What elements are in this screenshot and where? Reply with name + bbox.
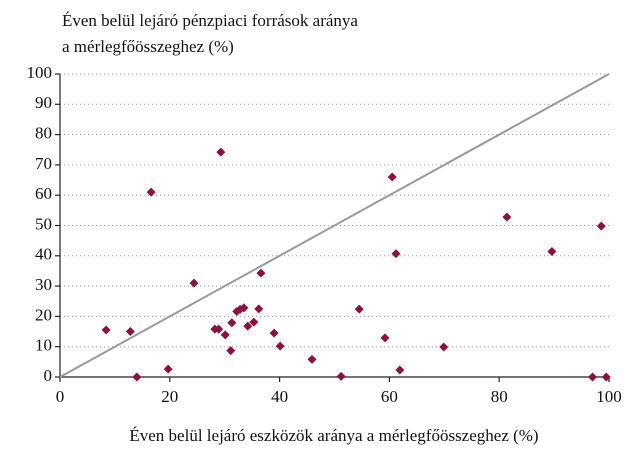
point	[547, 247, 557, 257]
y-tick-label: 90	[35, 93, 52, 112]
point	[189, 278, 199, 288]
point	[380, 333, 390, 343]
y-tick-label: 70	[35, 154, 52, 173]
point	[214, 324, 224, 334]
y-tick-label: 40	[35, 245, 52, 264]
point	[227, 318, 237, 328]
x-tick-label: 0	[56, 387, 65, 406]
point	[336, 371, 346, 381]
x-tick-label: 60	[381, 387, 398, 406]
point	[132, 372, 142, 382]
point	[249, 317, 259, 327]
chart-subtitle: a mérlegfőösszeghez (%)	[62, 37, 234, 56]
y-tick-label: 50	[35, 214, 52, 233]
point	[239, 303, 249, 313]
point	[307, 354, 317, 364]
diagonal-line	[59, 73, 610, 378]
point	[163, 364, 173, 374]
point	[226, 346, 236, 356]
point	[395, 365, 405, 375]
point	[275, 341, 285, 351]
point	[387, 172, 397, 182]
y-tick-label: 30	[35, 275, 52, 294]
point	[439, 342, 449, 352]
chart-title: Éven belül lejáró pénzpiaci források ará…	[62, 11, 358, 30]
x-tick-label: 20	[161, 387, 178, 406]
y-tick-label: 0	[44, 366, 53, 385]
y-tick-label: 60	[35, 184, 52, 203]
point	[601, 372, 611, 382]
y-tick-label: 100	[27, 63, 53, 82]
point	[588, 372, 598, 382]
point	[391, 249, 401, 259]
point	[220, 330, 230, 340]
x-axis-label: Éven belül lejáró eszközök aránya a mérl…	[129, 426, 538, 445]
y-tick-label: 80	[35, 124, 52, 143]
point	[216, 147, 226, 157]
point	[269, 328, 279, 338]
point	[354, 304, 364, 314]
point	[596, 221, 606, 231]
point	[254, 304, 264, 314]
y-tick-label: 10	[35, 336, 52, 355]
point	[125, 327, 135, 337]
point	[243, 321, 253, 331]
x-tick-label: 100	[596, 387, 622, 406]
x-tick-label: 40	[271, 387, 288, 406]
point	[502, 212, 512, 222]
point	[256, 268, 266, 278]
point	[101, 325, 111, 335]
point	[146, 187, 156, 197]
y-tick-label: 20	[35, 305, 52, 324]
x-tick-label: 80	[491, 387, 508, 406]
